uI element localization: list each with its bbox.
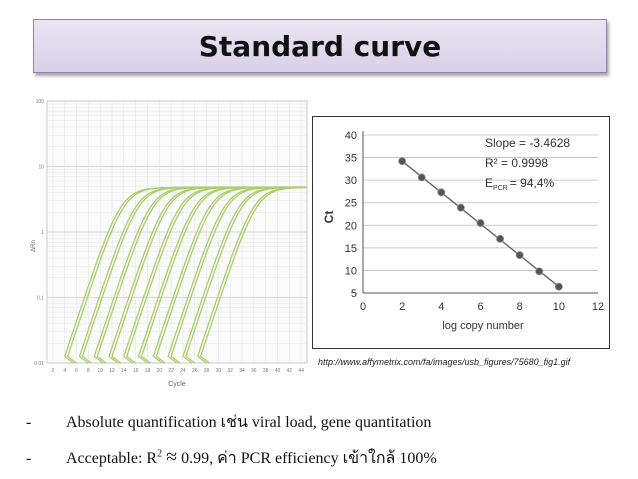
amplification-x-tick: 10 — [97, 368, 103, 374]
amplification-x-tick: 34 — [239, 368, 245, 374]
amplification-x-tick: 26 — [192, 368, 198, 374]
page-title: Standard curve — [198, 29, 442, 63]
standard-curve-x-tick: 8 — [517, 301, 523, 313]
amplification-y-label: ΔRn — [31, 240, 37, 252]
amplification-x-tick: 6 — [75, 368, 78, 374]
standard-curve-point — [476, 219, 485, 228]
amplification-x-tick: 2 — [52, 368, 55, 374]
standard-curve-axes — [362, 131, 598, 294]
amplification-x-tick: 38 — [263, 368, 269, 374]
bullet-suffix: 0.99, ค่า PCR efficiency เข้าใกล้ 100% — [177, 450, 437, 467]
efficiency-subscript: PCR — [493, 185, 508, 192]
amplification-curves — [63, 186, 308, 364]
amplification-curve — [199, 186, 308, 364]
amplification-x-tick: 40 — [275, 368, 281, 374]
standard-curve-y-ticks: 5 10 15 20 25 30 35 40 — [345, 130, 357, 300]
standard-curve-y-tick: 5 — [351, 288, 357, 300]
amplification-y-tick: 10 — [38, 165, 44, 171]
amplification-grid — [47, 100, 307, 364]
standard-curve-x-ticks: 0 2 4 6 8 10 12 — [360, 301, 604, 313]
bullet-dash: - — [26, 450, 32, 467]
amplification-x-tick: 42 — [286, 368, 292, 374]
amplification-y-tick: 1 — [41, 230, 44, 236]
source-url[interactable]: http://www.affymetrix.com/fa/images/usb_… — [318, 357, 571, 367]
amplification-x-tick: 28 — [204, 368, 210, 374]
standard-curve-point — [417, 173, 426, 182]
efficiency-annotation: EPCR = 94,4% — [485, 176, 554, 192]
standard-curve-x-tick: 10 — [553, 301, 565, 313]
efficiency-value: = 94,4% — [510, 176, 555, 190]
amplification-y-tick: 0.01 — [34, 361, 44, 367]
standard-curve-chart: 5 10 15 20 25 30 35 40 0 2 4 6 8 10 12 Ct log copy nu… — [322, 130, 604, 332]
amplification-x-tick: 12 — [109, 368, 115, 374]
standard-curve-y-tick: 40 — [345, 130, 357, 142]
amplification-y-ticks: 100 10 1 0.1 0.01 — [34, 99, 44, 367]
standard-curve-y-tick: 15 — [345, 243, 357, 255]
bullet-text: Absolute quantification เช่น viral load,… — [66, 414, 432, 431]
standard-curve-point — [398, 157, 407, 166]
standard-curve-point — [496, 234, 505, 243]
amplification-x-tick: 18 — [145, 368, 151, 374]
standard-curve-x-tick: 2 — [399, 301, 405, 313]
amplification-y-tick: 0.1 — [37, 296, 44, 302]
standard-curve-x-label: log copy number — [442, 320, 524, 332]
amplification-x-tick: 32 — [227, 368, 233, 374]
amplification-x-tick: 22 — [168, 368, 174, 374]
amplification-x-tick: 8 — [87, 368, 90, 374]
slope-annotation: Slope = -3.4628 — [485, 136, 570, 150]
standard-curve-y-tick: 35 — [345, 153, 357, 165]
r2-annotation: R² = 0.9998 — [485, 156, 548, 170]
standard-curve-point — [535, 267, 544, 276]
standard-curve-y-tick: 25 — [345, 198, 357, 210]
r-squared-superscript: 2 — [157, 448, 163, 460]
standard-curve-x-tick: 6 — [477, 301, 483, 313]
standard-curve-point — [437, 188, 446, 197]
bullet-dash: - — [26, 414, 32, 431]
amplification-x-tick: 24 — [180, 368, 186, 374]
bullet-acceptable: - Acceptable: R2 ≈ 0.99, ค่า PCR efficien… — [26, 446, 437, 471]
standard-curve-point — [456, 203, 465, 212]
amplification-x-tick: 20 — [156, 368, 162, 374]
standard-curve-x-tick: 4 — [438, 301, 444, 313]
amplification-x-tick: 14 — [121, 368, 127, 374]
amplification-y-tick: 100 — [36, 99, 45, 105]
standard-curve-x-tick: 12 — [592, 301, 604, 313]
amplification-x-tick: 4 — [63, 368, 66, 374]
standard-curve-y-tick: 10 — [345, 265, 357, 277]
amplification-x-tick: 36 — [251, 368, 257, 374]
standard-curve-y-tick: 20 — [345, 220, 357, 232]
title-banner: Standard curve — [33, 19, 607, 73]
standard-curve-x-tick: 0 — [360, 301, 366, 313]
bullet-absolute-quantification: - Absolute quantification เช่น viral load… — [26, 410, 431, 435]
approx-symbol: ≈ — [166, 446, 178, 468]
efficiency-e: E — [485, 176, 493, 190]
amplification-x-ticks: 2 4 6 8 10 12 14 16 18 20 22 24 26 28 30 32 34 36 38 40 42 44 — [52, 368, 305, 374]
amplification-x-label: Cycle — [168, 381, 186, 388]
standard-curve-point — [515, 251, 524, 260]
amplification-curve — [185, 186, 307, 364]
standard-curve-grid — [363, 134, 598, 294]
amplification-x-tick: 44 — [298, 368, 304, 374]
standard-curve-y-label: Ct — [322, 211, 336, 224]
standard-curve-points — [398, 157, 563, 291]
standard-curve-frame: 5 10 15 20 25 30 35 40 0 2 4 6 8 10 12 Ct log copy nu… — [312, 116, 610, 349]
amplification-x-tick: 30 — [216, 368, 222, 374]
standard-curve-y-tick: 30 — [345, 175, 357, 187]
bullet-prefix: Acceptable: R — [66, 450, 158, 467]
amplification-x-tick: 16 — [133, 368, 139, 374]
standard-curve-point — [554, 282, 563, 291]
